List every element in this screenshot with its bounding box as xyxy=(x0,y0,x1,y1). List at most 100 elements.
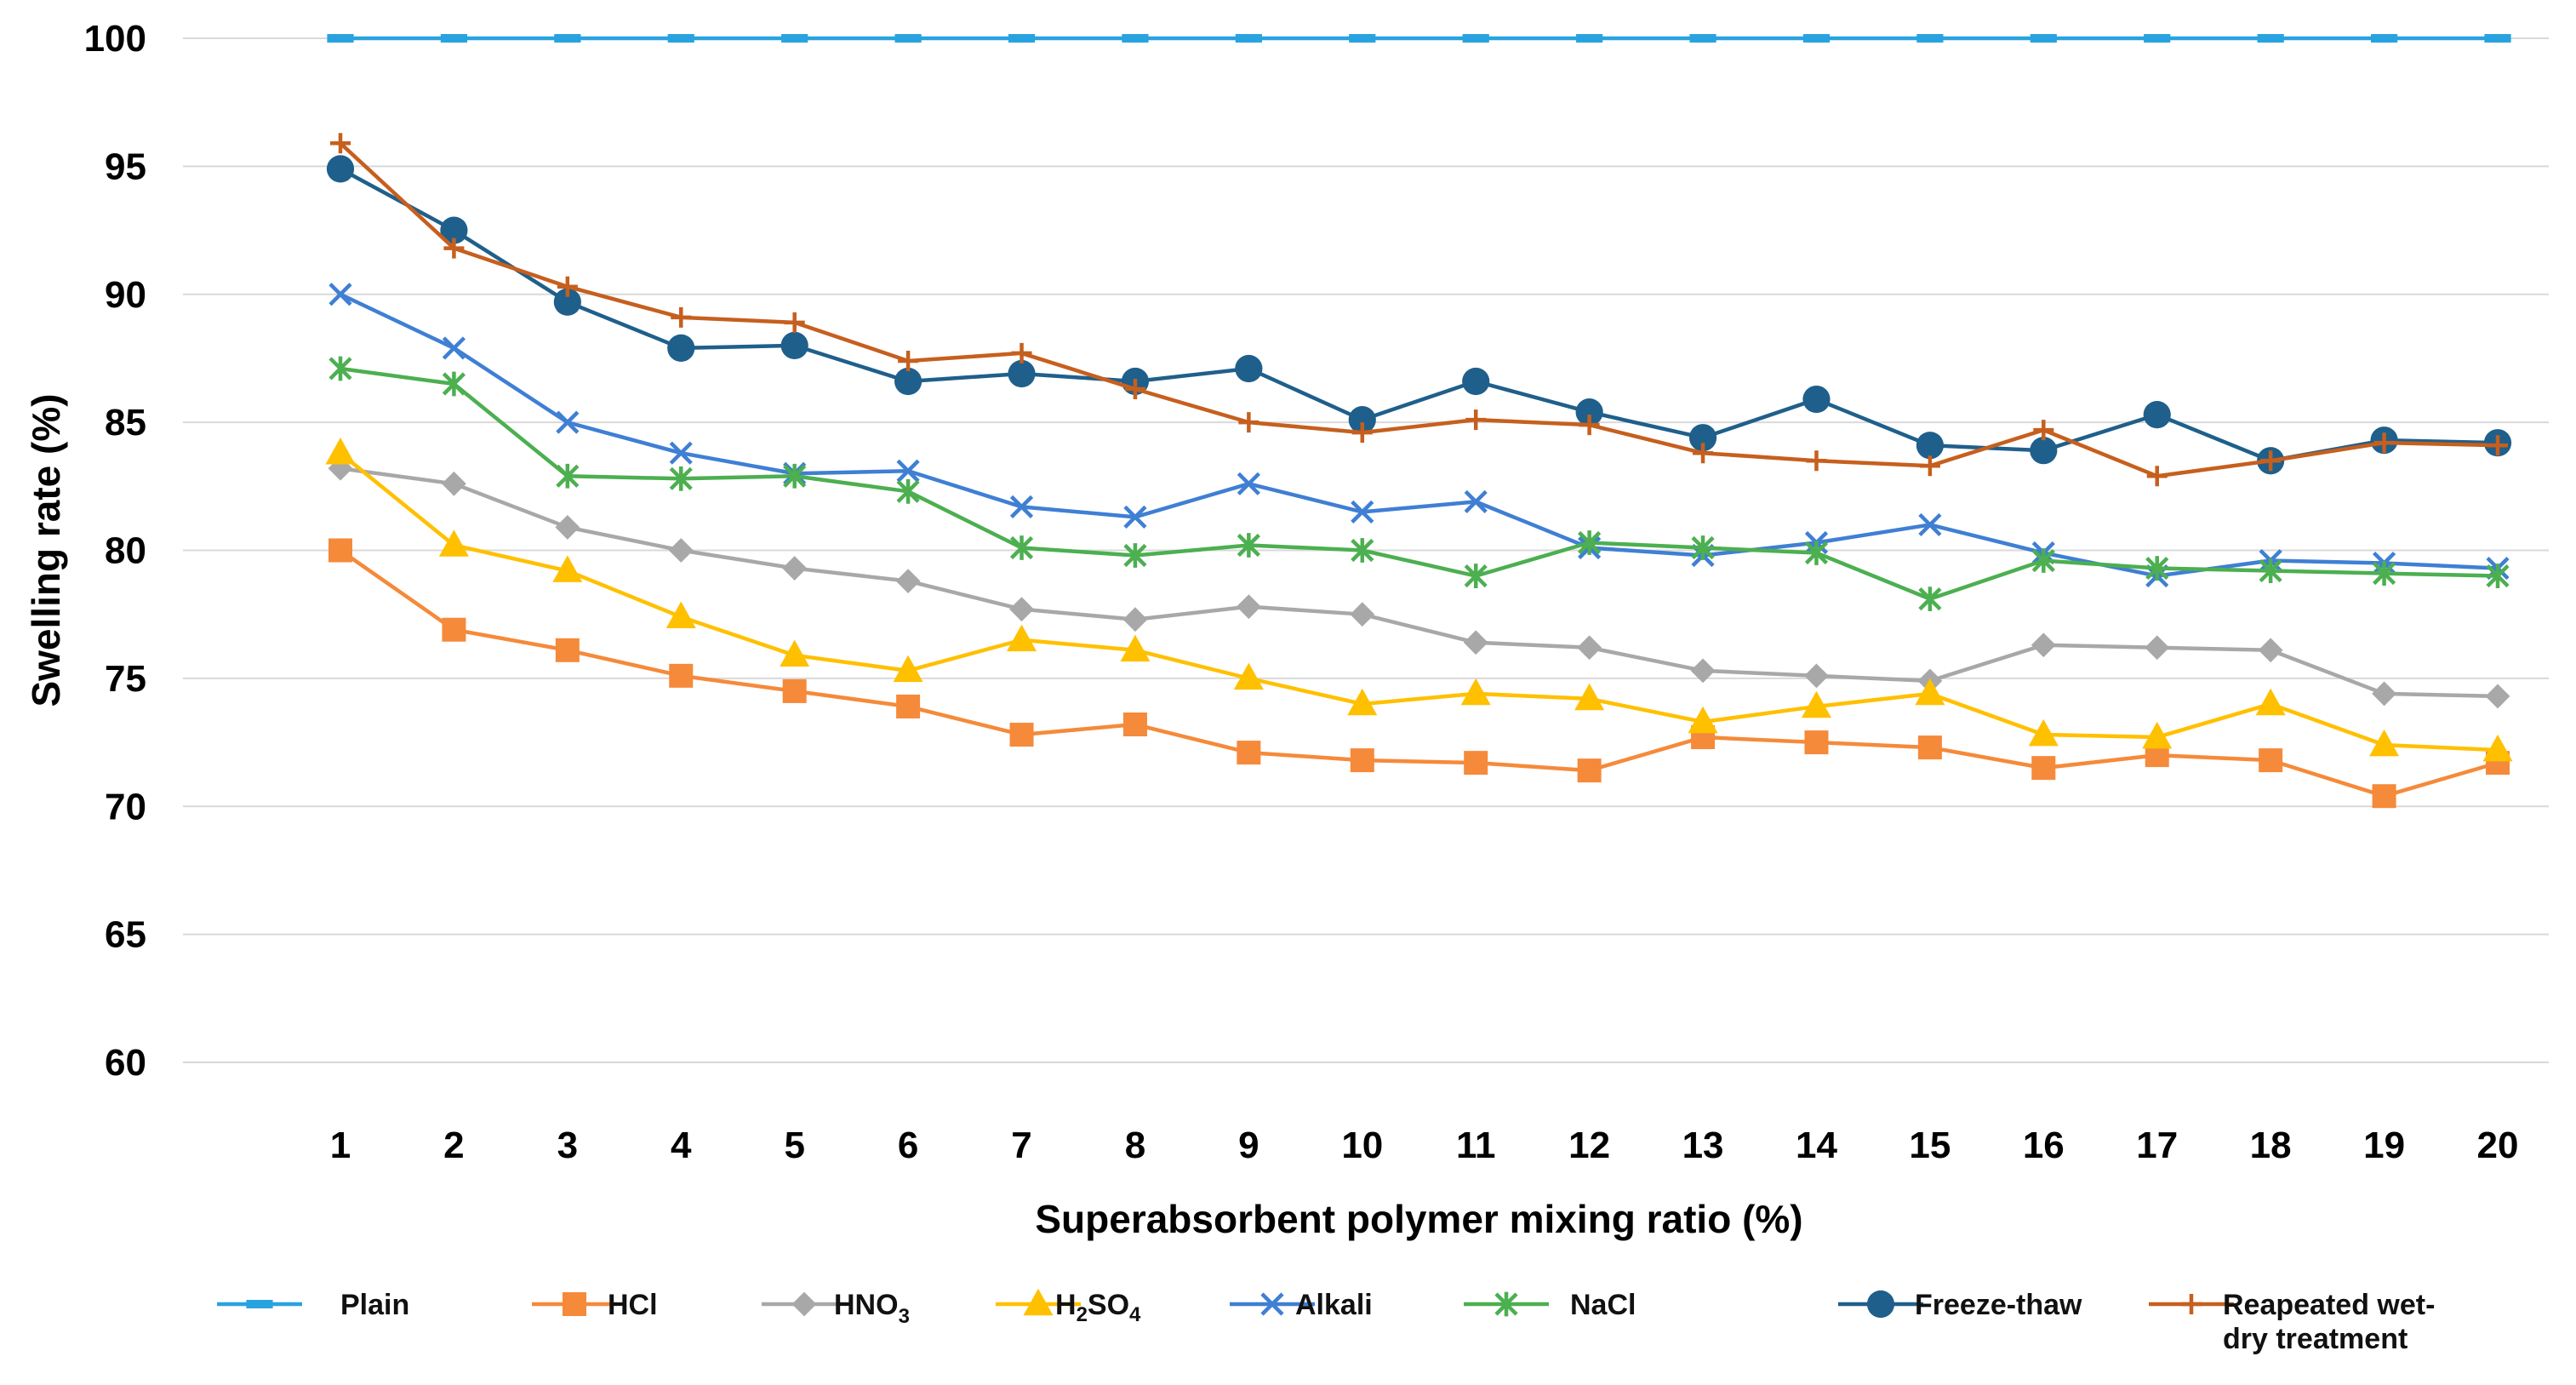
data-point xyxy=(671,306,692,328)
x-tick-label: 5 xyxy=(784,1125,804,1166)
y-tick-label: 65 xyxy=(105,914,146,956)
series-line xyxy=(339,167,2499,463)
data-point xyxy=(1918,587,1942,612)
data-point xyxy=(1235,34,1262,43)
data-point xyxy=(2033,420,2054,441)
data-point xyxy=(442,336,466,360)
y-tick-label: 100 xyxy=(84,18,146,60)
y-tick-label: 95 xyxy=(105,146,146,187)
legend-label: H2SO4 xyxy=(1055,1289,1141,1326)
data-point xyxy=(1124,379,1145,400)
series-line xyxy=(339,141,2499,478)
data-point xyxy=(328,455,353,481)
x-tick-label: 6 xyxy=(898,1125,918,1166)
data-point xyxy=(1801,690,1831,718)
data-point xyxy=(440,34,468,43)
series-reapeated-wet-dry-treatment xyxy=(330,133,2508,487)
data-point xyxy=(894,34,922,43)
data-point xyxy=(780,331,808,359)
data-point xyxy=(2482,734,2513,762)
data-point xyxy=(2484,34,2511,43)
data-point xyxy=(2031,632,2056,658)
x-tick-label: 12 xyxy=(1568,1125,1610,1166)
data-point xyxy=(2142,721,2173,749)
legend-item-plain: Plain xyxy=(217,1289,409,1321)
data-point xyxy=(327,34,354,43)
data-point xyxy=(442,371,466,397)
data-point xyxy=(1691,535,1715,560)
data-point xyxy=(1579,415,1600,436)
data-point xyxy=(2031,756,2056,781)
x-tick-label: 16 xyxy=(2023,1125,2065,1166)
series-line xyxy=(340,366,2499,601)
legend-marker xyxy=(2181,1294,2202,1314)
data-point xyxy=(557,276,578,297)
legend: Plain HCl HNO3 H2SO4 Alkali NaCl Freeze-thaw Re… xyxy=(217,1288,2435,1355)
data-point xyxy=(895,569,921,593)
data-point xyxy=(325,438,356,465)
data-point xyxy=(1237,533,1260,558)
data-point xyxy=(1347,688,1378,716)
data-point xyxy=(1576,34,1603,43)
data-point xyxy=(1351,500,1374,524)
y-tick-label: 90 xyxy=(105,274,146,316)
data-point xyxy=(1917,735,1942,760)
data-point xyxy=(668,538,694,563)
data-point xyxy=(1577,758,1602,783)
data-point xyxy=(2486,564,2510,588)
x-tick-label: 15 xyxy=(1909,1125,1951,1166)
legend-label: Reapeated wet-dry treatment xyxy=(2223,1289,2435,1355)
data-point xyxy=(1460,678,1491,706)
legend-label: NaCl xyxy=(1570,1289,1636,1321)
data-point xyxy=(1916,432,1944,460)
data-point xyxy=(1462,367,1490,396)
data-point xyxy=(1916,34,1944,43)
legend-marker xyxy=(1260,1292,1284,1316)
data-point xyxy=(781,34,808,43)
data-point xyxy=(2372,561,2396,586)
data-point xyxy=(1802,385,1831,414)
data-point xyxy=(1235,354,1263,383)
data-point xyxy=(2257,34,2284,43)
x-tick-label: 13 xyxy=(1682,1125,1724,1166)
legend-label: HCl xyxy=(608,1289,658,1321)
legend-marker xyxy=(563,1292,586,1316)
data-point xyxy=(1350,748,1374,773)
x-tick-label: 8 xyxy=(1125,1125,1145,1166)
data-point xyxy=(1464,489,1488,513)
data-point xyxy=(1578,530,1602,555)
y-axis-ticks: 60 65 70 75 80 85 90 95 100 xyxy=(84,18,146,1084)
data-point xyxy=(330,133,351,154)
data-point xyxy=(665,601,696,628)
legend-item-nacl: NaCl xyxy=(1464,1289,1636,1321)
data-point xyxy=(2259,748,2283,773)
data-point xyxy=(554,34,581,43)
data-point xyxy=(555,638,580,662)
data-point xyxy=(442,617,466,642)
x-tick-label: 1 xyxy=(330,1125,351,1166)
data-point xyxy=(1806,450,1827,472)
data-point xyxy=(328,356,352,381)
x-axis-title: Superabsorbent polymer mixing ratio (%) xyxy=(1035,1197,1802,1241)
data-point xyxy=(894,367,922,396)
data-point xyxy=(893,655,923,683)
data-point xyxy=(1348,406,1376,434)
data-point xyxy=(2145,556,2169,581)
data-point xyxy=(1693,443,1714,464)
data-point xyxy=(2487,435,2508,456)
data-point xyxy=(1465,409,1487,431)
y-tick-label: 85 xyxy=(105,402,146,444)
data-point xyxy=(328,538,352,563)
data-point xyxy=(1574,683,1605,711)
series-line xyxy=(339,451,2499,753)
data-point xyxy=(2143,401,2171,429)
x-tick-label: 3 xyxy=(557,1125,578,1166)
data-point xyxy=(1918,512,1942,537)
data-point xyxy=(1688,706,1718,734)
data-point xyxy=(2370,34,2398,43)
x-tick-label: 19 xyxy=(2363,1125,2405,1166)
data-point xyxy=(896,694,921,718)
data-point xyxy=(1804,730,1829,755)
data-point xyxy=(1123,543,1147,568)
